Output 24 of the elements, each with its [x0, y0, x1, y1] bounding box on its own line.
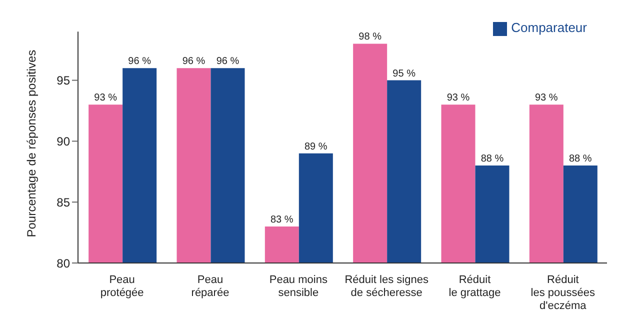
y-tick-label: 80	[56, 256, 70, 270]
x-tick-label: Peau réparée	[191, 274, 230, 299]
x-tick-label: Peau protégée	[100, 274, 144, 299]
data-label: 83 %	[270, 214, 294, 226]
x-tick-label: Peau moins sensible	[269, 274, 328, 299]
data-label: 96 %	[182, 56, 206, 68]
data-label: 95 %	[392, 68, 416, 80]
data-label: 88 %	[569, 154, 592, 165]
data-label: 93 %	[446, 92, 470, 104]
x-tick-label: Réduit le grattage	[448, 274, 501, 299]
y-axis-title: Pourcentage de réponses positives	[24, 50, 38, 238]
data-label: 93 %	[94, 92, 118, 104]
data-label: 93 %	[535, 92, 558, 104]
data-label: 96 %	[216, 56, 240, 68]
y-tick-label: 95	[56, 74, 70, 88]
legend-label: Comparateur	[511, 20, 587, 35]
x-tick-label: Réduit les poussées d'eczéma	[530, 274, 596, 312]
y-tick-label: 85	[56, 195, 70, 210]
data-label: 89 %	[304, 141, 328, 152]
data-label: 98 %	[358, 32, 382, 43]
y-tick-label: 90	[56, 134, 70, 148]
data-label: 88 %	[480, 154, 504, 165]
data-label: 96 %	[128, 56, 152, 68]
x-tick-label: Réduit les signes de sécheresse	[344, 274, 429, 299]
